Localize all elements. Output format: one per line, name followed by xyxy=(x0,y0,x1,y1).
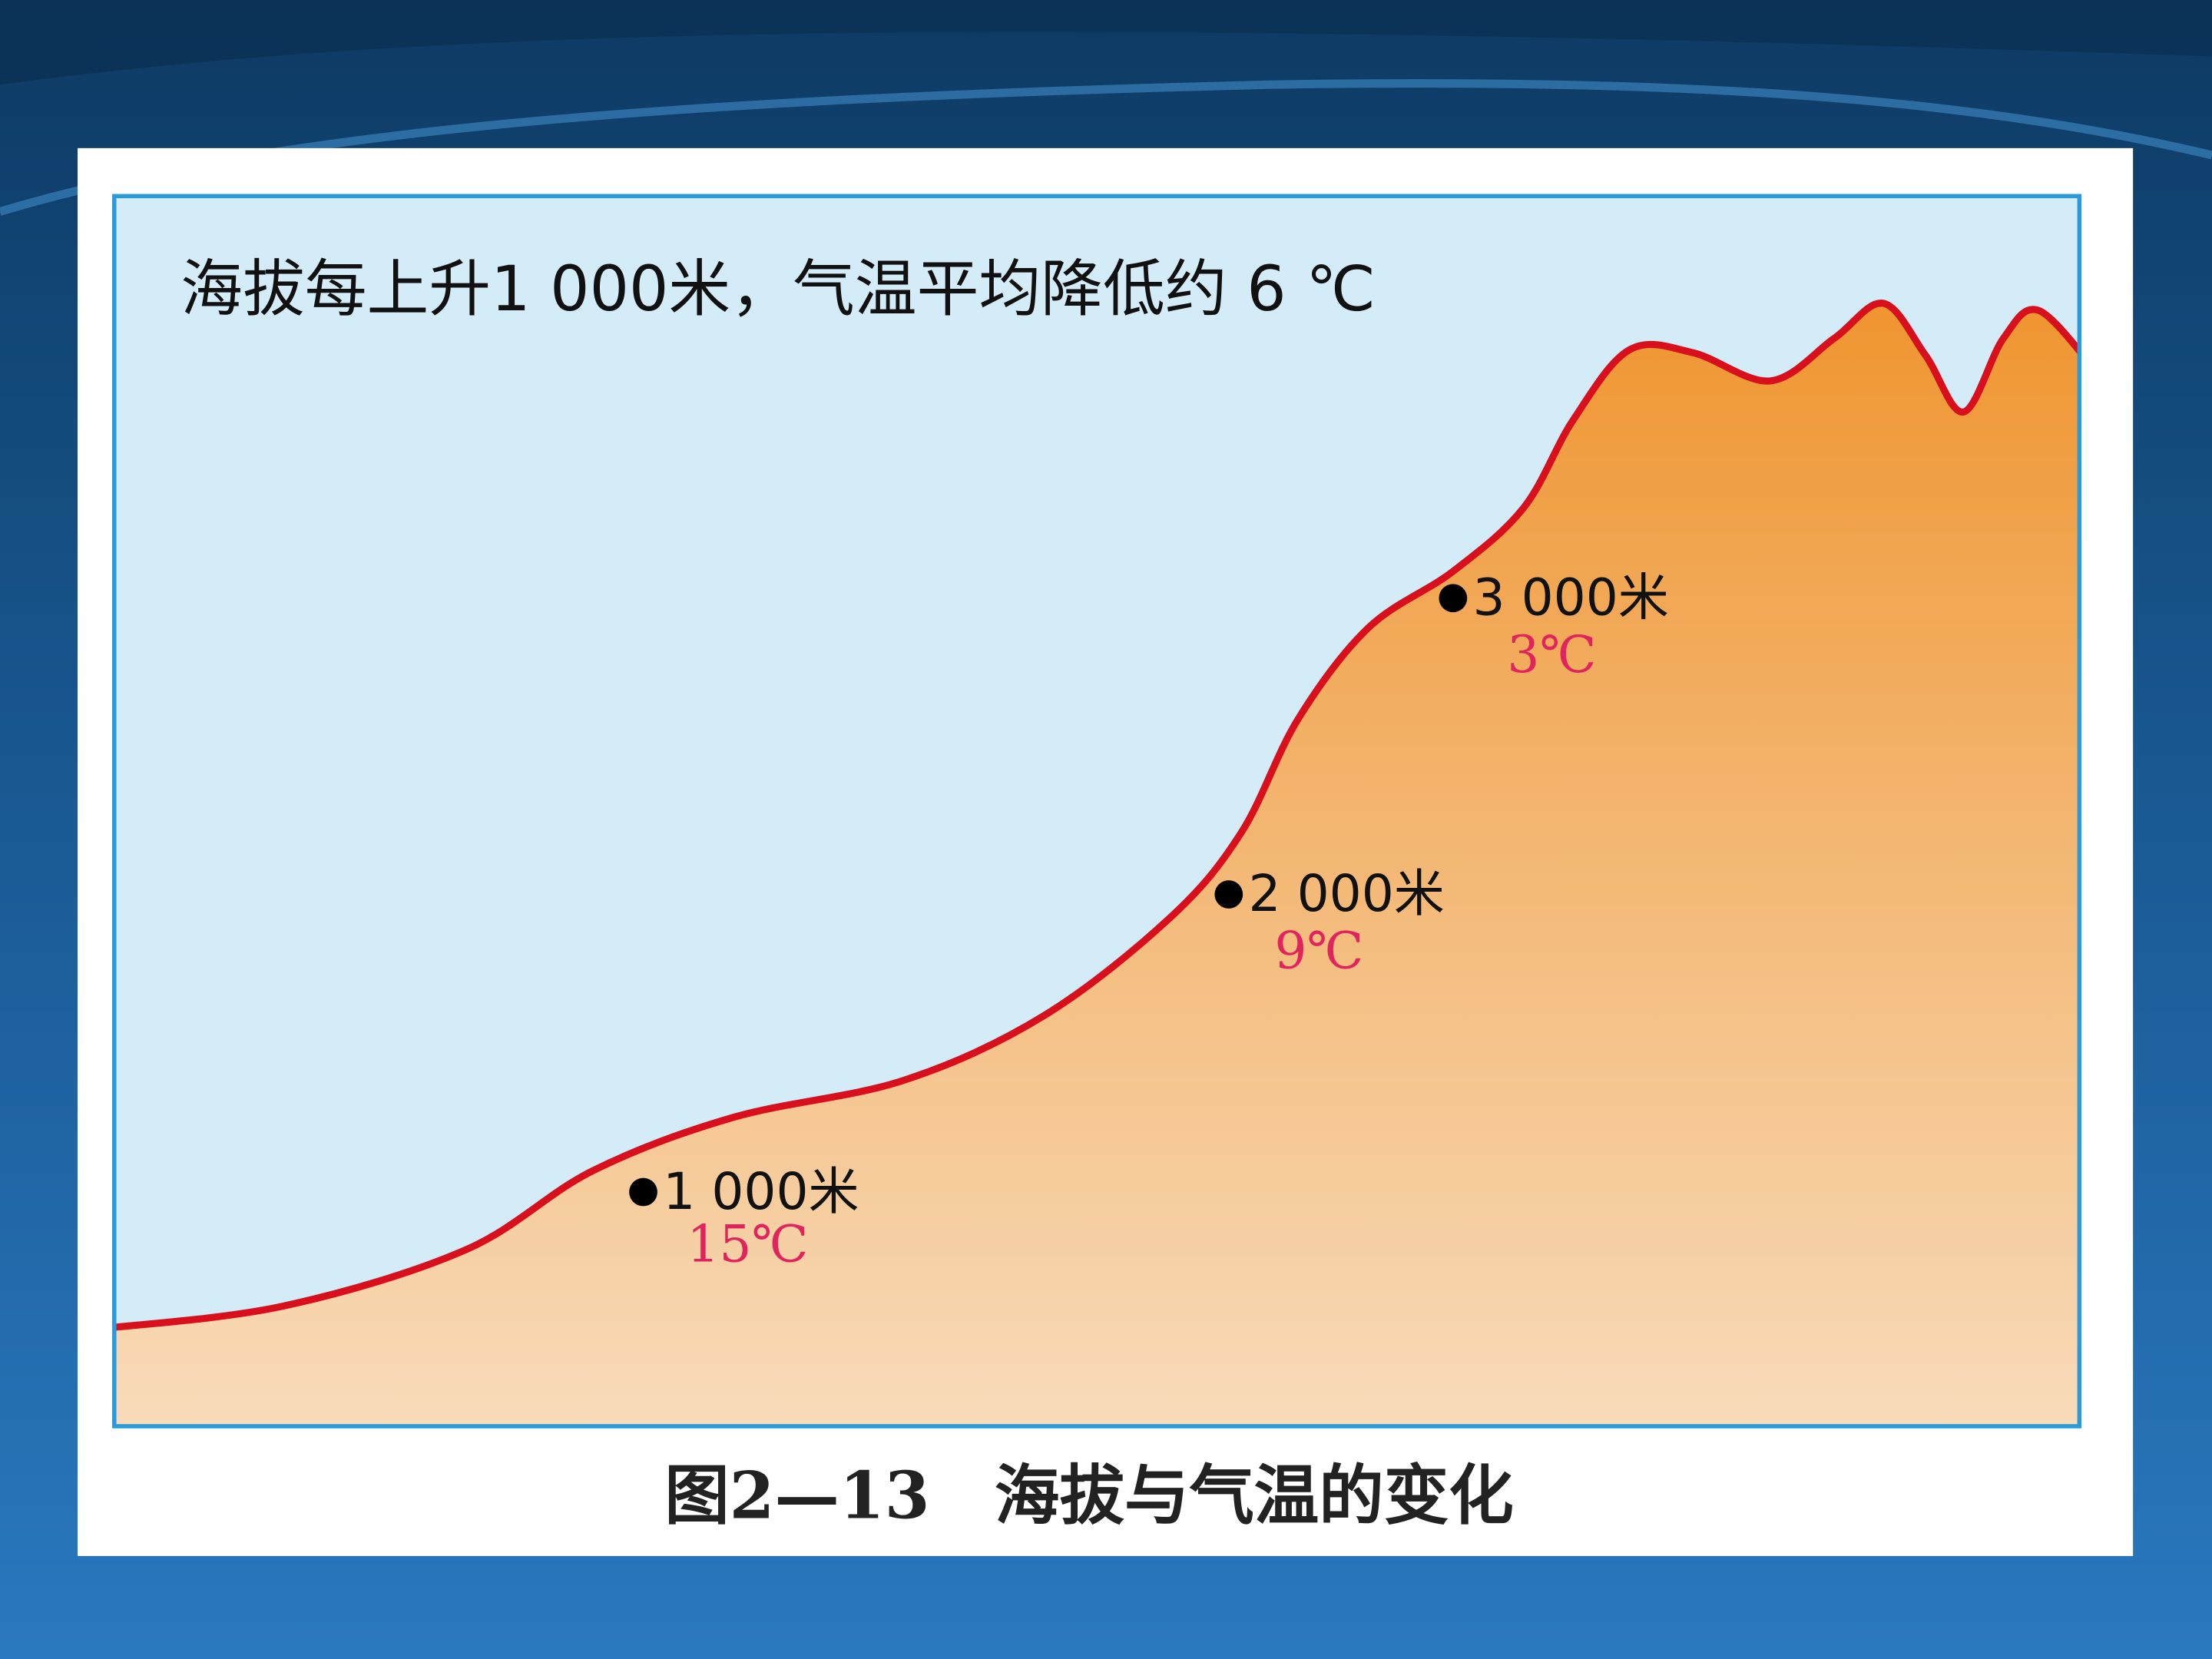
wave xyxy=(0,0,2212,85)
temperature-label: 15℃ xyxy=(687,1215,808,1274)
point-dot xyxy=(629,1177,657,1207)
point-dot xyxy=(1214,880,1243,909)
title: 海拔每上升1 000米，气温平均降低约 6 ℃ xyxy=(180,253,1376,326)
temperature-label: 9℃ xyxy=(1274,921,1363,980)
caption: 图2—13 海拔与气温的变化 xyxy=(664,1457,1513,1533)
altitude-label: 2 000米 xyxy=(1249,864,1445,923)
altitude-label: 1 000米 xyxy=(663,1162,859,1221)
mountain xyxy=(114,303,2080,1426)
ridge-line xyxy=(114,300,2080,1331)
altitude-label: 3 000米 xyxy=(1473,568,1669,628)
temperature-label: 3℃ xyxy=(1507,625,1596,684)
frame xyxy=(112,194,2082,1429)
point-dot xyxy=(1439,584,1468,613)
